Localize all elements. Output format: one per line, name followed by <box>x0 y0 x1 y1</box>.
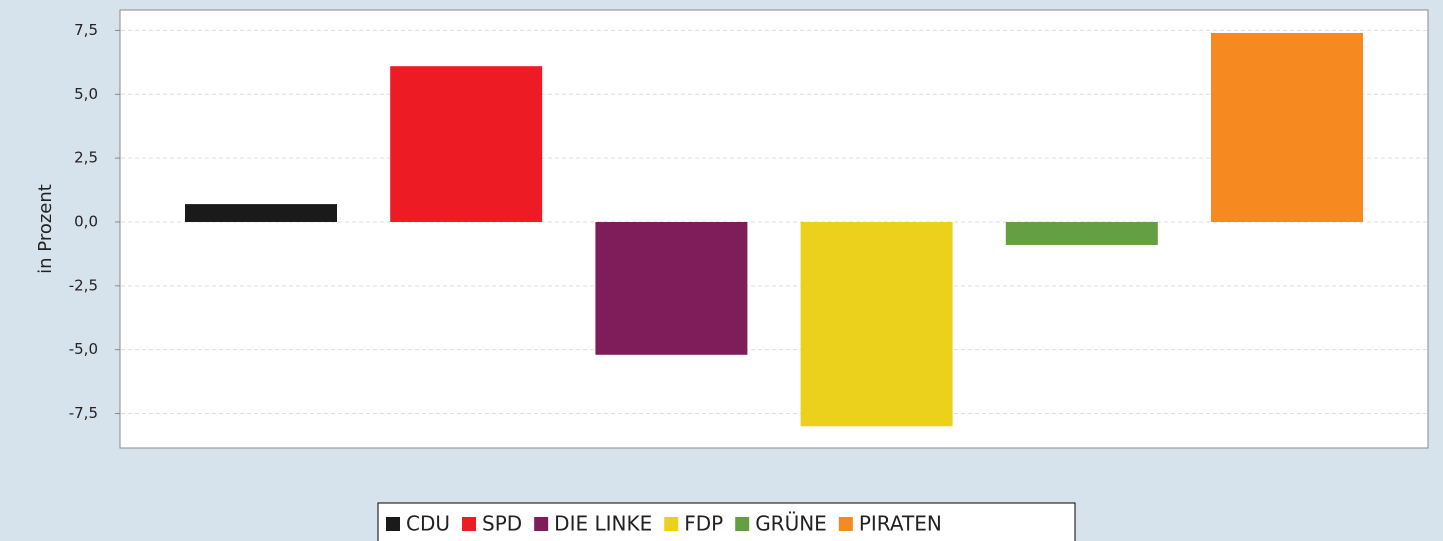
legend-label: CDU <box>406 512 450 536</box>
bar <box>1005 221 1158 245</box>
y-tick-label: 0,0 <box>74 212 98 230</box>
legend-label: GRÜNE <box>755 512 827 536</box>
y-tick-label: 7,5 <box>74 21 98 39</box>
bar <box>185 204 337 222</box>
legend-swatch <box>462 517 477 531</box>
y-axis-label: in Prozent <box>35 184 56 274</box>
legend-swatch <box>664 517 679 531</box>
legend-label: SPD <box>482 512 522 536</box>
bar <box>390 66 543 222</box>
plot-area <box>119 9 1429 449</box>
bar <box>800 221 953 427</box>
bar <box>595 221 748 355</box>
legend-swatch <box>386 517 400 531</box>
legend-swatch <box>534 517 549 531</box>
legend-swatch <box>838 517 853 531</box>
legend-box <box>377 502 1076 541</box>
legend-label: FDP <box>684 512 723 536</box>
y-tick-label: 5,0 <box>74 85 98 103</box>
legend-swatch <box>735 517 750 531</box>
legend-label: PIRATEN <box>859 512 942 536</box>
y-tick-label: -7,5 <box>69 404 98 422</box>
y-tick-label: 2,5 <box>74 149 98 167</box>
y-tick-label: -2,5 <box>69 276 98 294</box>
y-tick-label: -5,0 <box>69 340 98 358</box>
bar <box>1211 32 1363 222</box>
legend-label: DIE LINKE <box>554 512 652 536</box>
